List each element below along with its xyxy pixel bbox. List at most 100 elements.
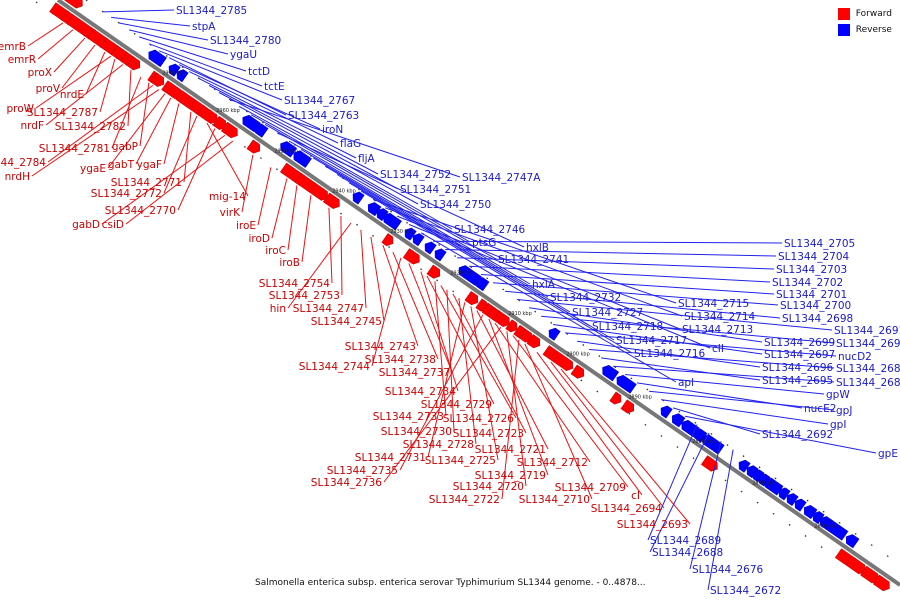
gene-label: SL1344_2722 [429, 494, 500, 506]
gene-label: SL1344_2715 [678, 298, 749, 310]
gene-label: SL1344_2747 [293, 303, 364, 315]
gene-label: SL1344_2744 [299, 361, 371, 373]
reverse-gene-arrow [367, 202, 382, 217]
reverse-gene-arrow [352, 191, 365, 205]
gene-label: SL1344_2741 [498, 254, 569, 266]
gene-label: SL1344_2672 [710, 585, 781, 597]
gene-label: SL1344_2710 [519, 494, 590, 506]
forward-gene-arrow [609, 391, 622, 405]
gene-label: SL1344_2723 [453, 428, 524, 440]
gene-label: SL1344_2690 [836, 338, 900, 350]
gene-label: SL1344_2781 [39, 143, 110, 155]
leader-line [138, 36, 247, 72]
gene-label: SL1344_2763 [288, 110, 359, 122]
leader-line [506, 331, 527, 487]
reverse-gene-arrow [254, 123, 269, 138]
reverse-gene-arrow [280, 141, 298, 158]
leader-line [163, 103, 180, 165]
leader-line [370, 236, 385, 322]
gene-label: proX [28, 67, 52, 79]
reverse-gene-arrow [812, 511, 825, 525]
gene-label: iroN [322, 124, 343, 136]
leader-line [505, 290, 781, 319]
gene-label: apl [678, 377, 694, 389]
leader-line [360, 190, 633, 354]
forward-gene-arrow [64, 0, 83, 9]
forward-gene-arrow [197, 105, 218, 124]
reverse-gene-arrow [660, 405, 673, 419]
leader-line [288, 140, 497, 260]
gene-label: SL1344_2746 [454, 224, 526, 236]
gene-label: iroB [279, 257, 300, 269]
reverse-gene-arrow [616, 374, 637, 394]
leader-line [206, 122, 249, 197]
gene-label: virK [220, 207, 241, 219]
kbp-tick-label: 2950 kbp [274, 148, 298, 154]
forward-gene-arrow [549, 350, 573, 372]
leader-line [111, 16, 191, 27]
gene-label: tctE [264, 81, 285, 93]
gene-label: SL1344_2751 [400, 184, 471, 196]
leader-line [107, 93, 166, 169]
kbp-tick-label: 2860 kbp [814, 524, 838, 530]
leader-line [553, 324, 763, 355]
gene-label: SL1344_2701 [776, 289, 847, 301]
gene-label: SL1344_2743 [345, 341, 416, 353]
leader-line [328, 207, 333, 284]
reverse-gene-arrow [434, 248, 447, 262]
leader-line [35, 55, 112, 109]
leader-line [649, 390, 835, 411]
leader-line [27, 22, 64, 47]
forward-gene-arrow [872, 574, 890, 592]
position-ticks: 2970 kbp 2960 kbp 2950 kbp 2940 kbp 2930 kbp… [162, 71, 838, 530]
kbp-tick-label: 2940 kbp [332, 189, 356, 195]
gene-label: proV [36, 83, 61, 95]
reverse-gene-arrow [176, 69, 189, 83]
leader-line [99, 58, 116, 113]
leader-line [241, 154, 254, 213]
gene-label: iroC [265, 245, 286, 257]
gene-label: SL1344_2772 [91, 188, 162, 200]
leader-line [371, 257, 402, 367]
leader-line [494, 322, 591, 463]
leader-line [271, 178, 288, 239]
leader-line [427, 302, 466, 458]
gene-label: SL1344_2725 [425, 455, 496, 467]
gene-label: fljA [358, 153, 376, 165]
leader-line [446, 289, 455, 432]
leader-line [707, 449, 734, 591]
gene-label: stpA [192, 21, 216, 33]
gene-label: hxlB [526, 242, 549, 254]
gene-label: SL1344_2754 [259, 278, 331, 290]
reverse-gene-arrow [475, 277, 490, 292]
forward-gene-arrow [526, 334, 541, 349]
reverse-gene-arrow [738, 459, 751, 473]
kbp-tick-label: 2900 kbp [566, 351, 590, 357]
leader-line [119, 22, 209, 41]
leader-line [469, 265, 771, 283]
forward-gene-arrow [126, 56, 141, 71]
leader-line [433, 240, 783, 244]
leader-line [228, 98, 461, 178]
gene-label: SL1344_2784 [0, 157, 46, 169]
gene-label: SL1344_2731 [355, 452, 426, 464]
gene-label: cII [712, 343, 724, 355]
legend-reverse: Reverse [837, 24, 892, 36]
figure-caption: Salmonella enterica subsp. enterica sero… [255, 578, 646, 588]
leader-line [517, 299, 833, 331]
leader-line [264, 123, 471, 243]
genome-backbone [56, 0, 900, 587]
forward-gene-arrow [426, 264, 441, 279]
gene-label: mig-14 [209, 191, 246, 203]
kbp-tick-label: 2880 kbp [692, 439, 716, 445]
gene-label: SL1344_2718 [592, 321, 663, 333]
leader-line [45, 64, 124, 126]
gene-label: cI [631, 490, 640, 502]
gene-label: SL1344_2702 [772, 277, 843, 289]
gene-label: SL1344_2689 [650, 535, 721, 547]
leader-line [85, 51, 106, 95]
leader-line [493, 282, 779, 306]
leader-line [481, 274, 775, 295]
gene-label: SL1344_2726 [443, 413, 515, 425]
reverse-gene-arrow [168, 63, 181, 77]
